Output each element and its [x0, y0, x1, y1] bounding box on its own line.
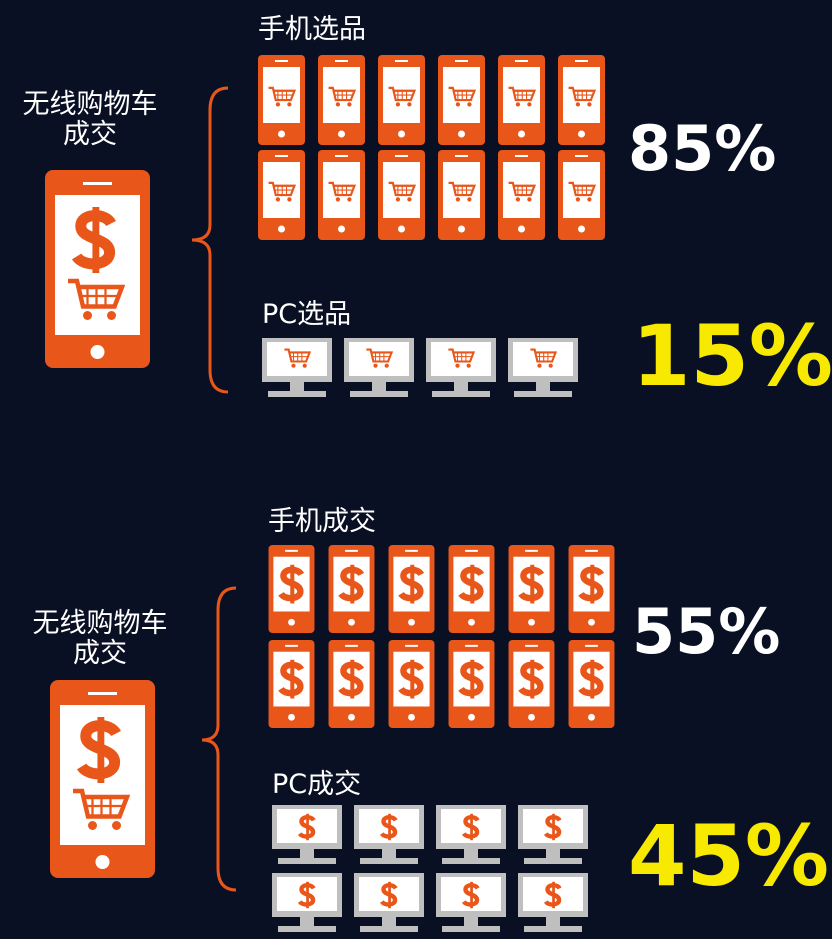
big-phone-icon: [50, 680, 155, 878]
phone-icon: [258, 150, 305, 240]
label-line: 无线购物车: [23, 89, 158, 120]
phone-icon: [558, 55, 605, 145]
percent: 15%: [632, 307, 832, 405]
phone-icon: [329, 545, 375, 633]
phone-icon: [389, 640, 435, 728]
phone-icon: [449, 640, 495, 728]
phone-icon: [498, 55, 545, 145]
pc-icon: [508, 338, 578, 397]
phone-icon: [569, 640, 615, 728]
phone-icon: [329, 640, 375, 728]
label-line: 成交: [73, 638, 127, 669]
phone-icon: [318, 150, 365, 240]
phone-icon: [438, 150, 485, 240]
group-title: PC选品: [262, 299, 351, 330]
percent: 45%: [628, 807, 829, 905]
pc-icon: [436, 873, 506, 932]
pc-icon: [354, 805, 424, 864]
percent: 85%: [628, 112, 776, 185]
label-line: 成交: [63, 119, 117, 150]
pc-icon: [436, 805, 506, 864]
phone-icon: [378, 55, 425, 145]
brace: [191, 86, 229, 394]
group-title: PC成交: [272, 769, 361, 800]
pc-icon: [344, 338, 414, 397]
label-line: 无线购物车: [33, 608, 168, 639]
phone-icon: [569, 545, 615, 633]
phone-icon: [318, 55, 365, 145]
pc-icon: [518, 805, 588, 864]
phone-icon: [389, 545, 435, 633]
pc-icon: [354, 873, 424, 932]
percent: 55%: [632, 595, 780, 668]
pc-icon: [272, 873, 342, 932]
phone-icon: [498, 150, 545, 240]
phone-icon: [438, 55, 485, 145]
pc-icon: [518, 873, 588, 932]
big-phone-icon: [45, 170, 150, 368]
phone-icon: [509, 640, 555, 728]
pc-icon: [262, 338, 332, 397]
phone-icon: [269, 640, 315, 728]
group-title: 手机选品: [258, 14, 366, 45]
group-title: 手机成交: [268, 506, 376, 537]
phone-icon: [258, 55, 305, 145]
pc-icon: [272, 805, 342, 864]
phone-icon: [558, 150, 605, 240]
phone-icon: [378, 150, 425, 240]
pc-icon: [426, 338, 496, 397]
brace: [201, 586, 237, 892]
phone-icon: [509, 545, 555, 633]
phone-icon: [449, 545, 495, 633]
phone-icon: [269, 545, 315, 633]
